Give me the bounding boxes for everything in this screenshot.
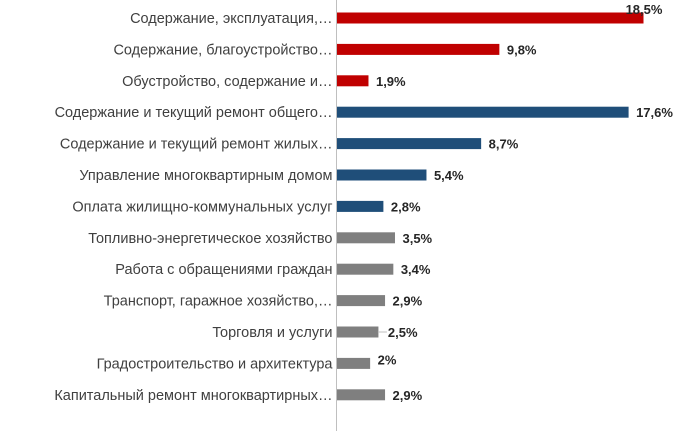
category-label: Управление многоквартирным домом [79,168,332,184]
bar [337,12,644,24]
category-label: Обустройство, содержание и… [122,74,332,90]
category-label: Содержание и текущий ремонт жилых… [60,137,333,153]
bar [337,75,369,87]
data-label: 5,4% [434,168,464,183]
category-label: Работа с обращениями граждан [115,262,332,278]
data-label: 18,5% [626,2,663,17]
bar [337,232,395,244]
data-label: 8,7% [489,137,519,152]
bar [337,389,386,401]
category-label: Капитальный ремонт многоквартирных… [54,388,332,404]
category-label: Оплата жилищно-коммунальных услуг [72,199,332,215]
category-label: Топливно-энергетическое хозяйство [88,231,332,247]
bar [337,43,500,55]
bar [337,138,482,150]
category-label: Содержание и текущий ремонт общего… [55,105,333,121]
category-label: Транспорт, гаражное хозяйство,… [104,294,333,310]
bar [337,263,394,275]
data-label: 1,9% [376,74,406,89]
data-label: 3,4% [401,262,431,277]
data-label: 2,9% [393,294,423,309]
data-label: 2% [378,352,397,367]
category-label: Содержание, благоустройство… [113,42,332,58]
category-label: Градостроительство и архитектура [97,356,334,372]
data-label: 17,6% [636,105,673,120]
bar [337,326,379,338]
data-label: 2,9% [393,388,423,403]
data-label: 2,8% [391,199,421,214]
category-label: Торговля и услуги [212,325,332,341]
bar [337,106,629,118]
bar [337,169,427,181]
bars-group: Содержание, эксплуатация,… 18,5% Содержани… [54,2,673,404]
data-label: 3,5% [402,231,432,246]
bar [337,357,371,369]
bar [337,200,384,212]
data-label: 2,5% [388,325,418,340]
category-label: Содержание, эксплуатация,… [130,11,332,27]
data-label: 9,8% [507,42,537,57]
bar [337,295,386,307]
